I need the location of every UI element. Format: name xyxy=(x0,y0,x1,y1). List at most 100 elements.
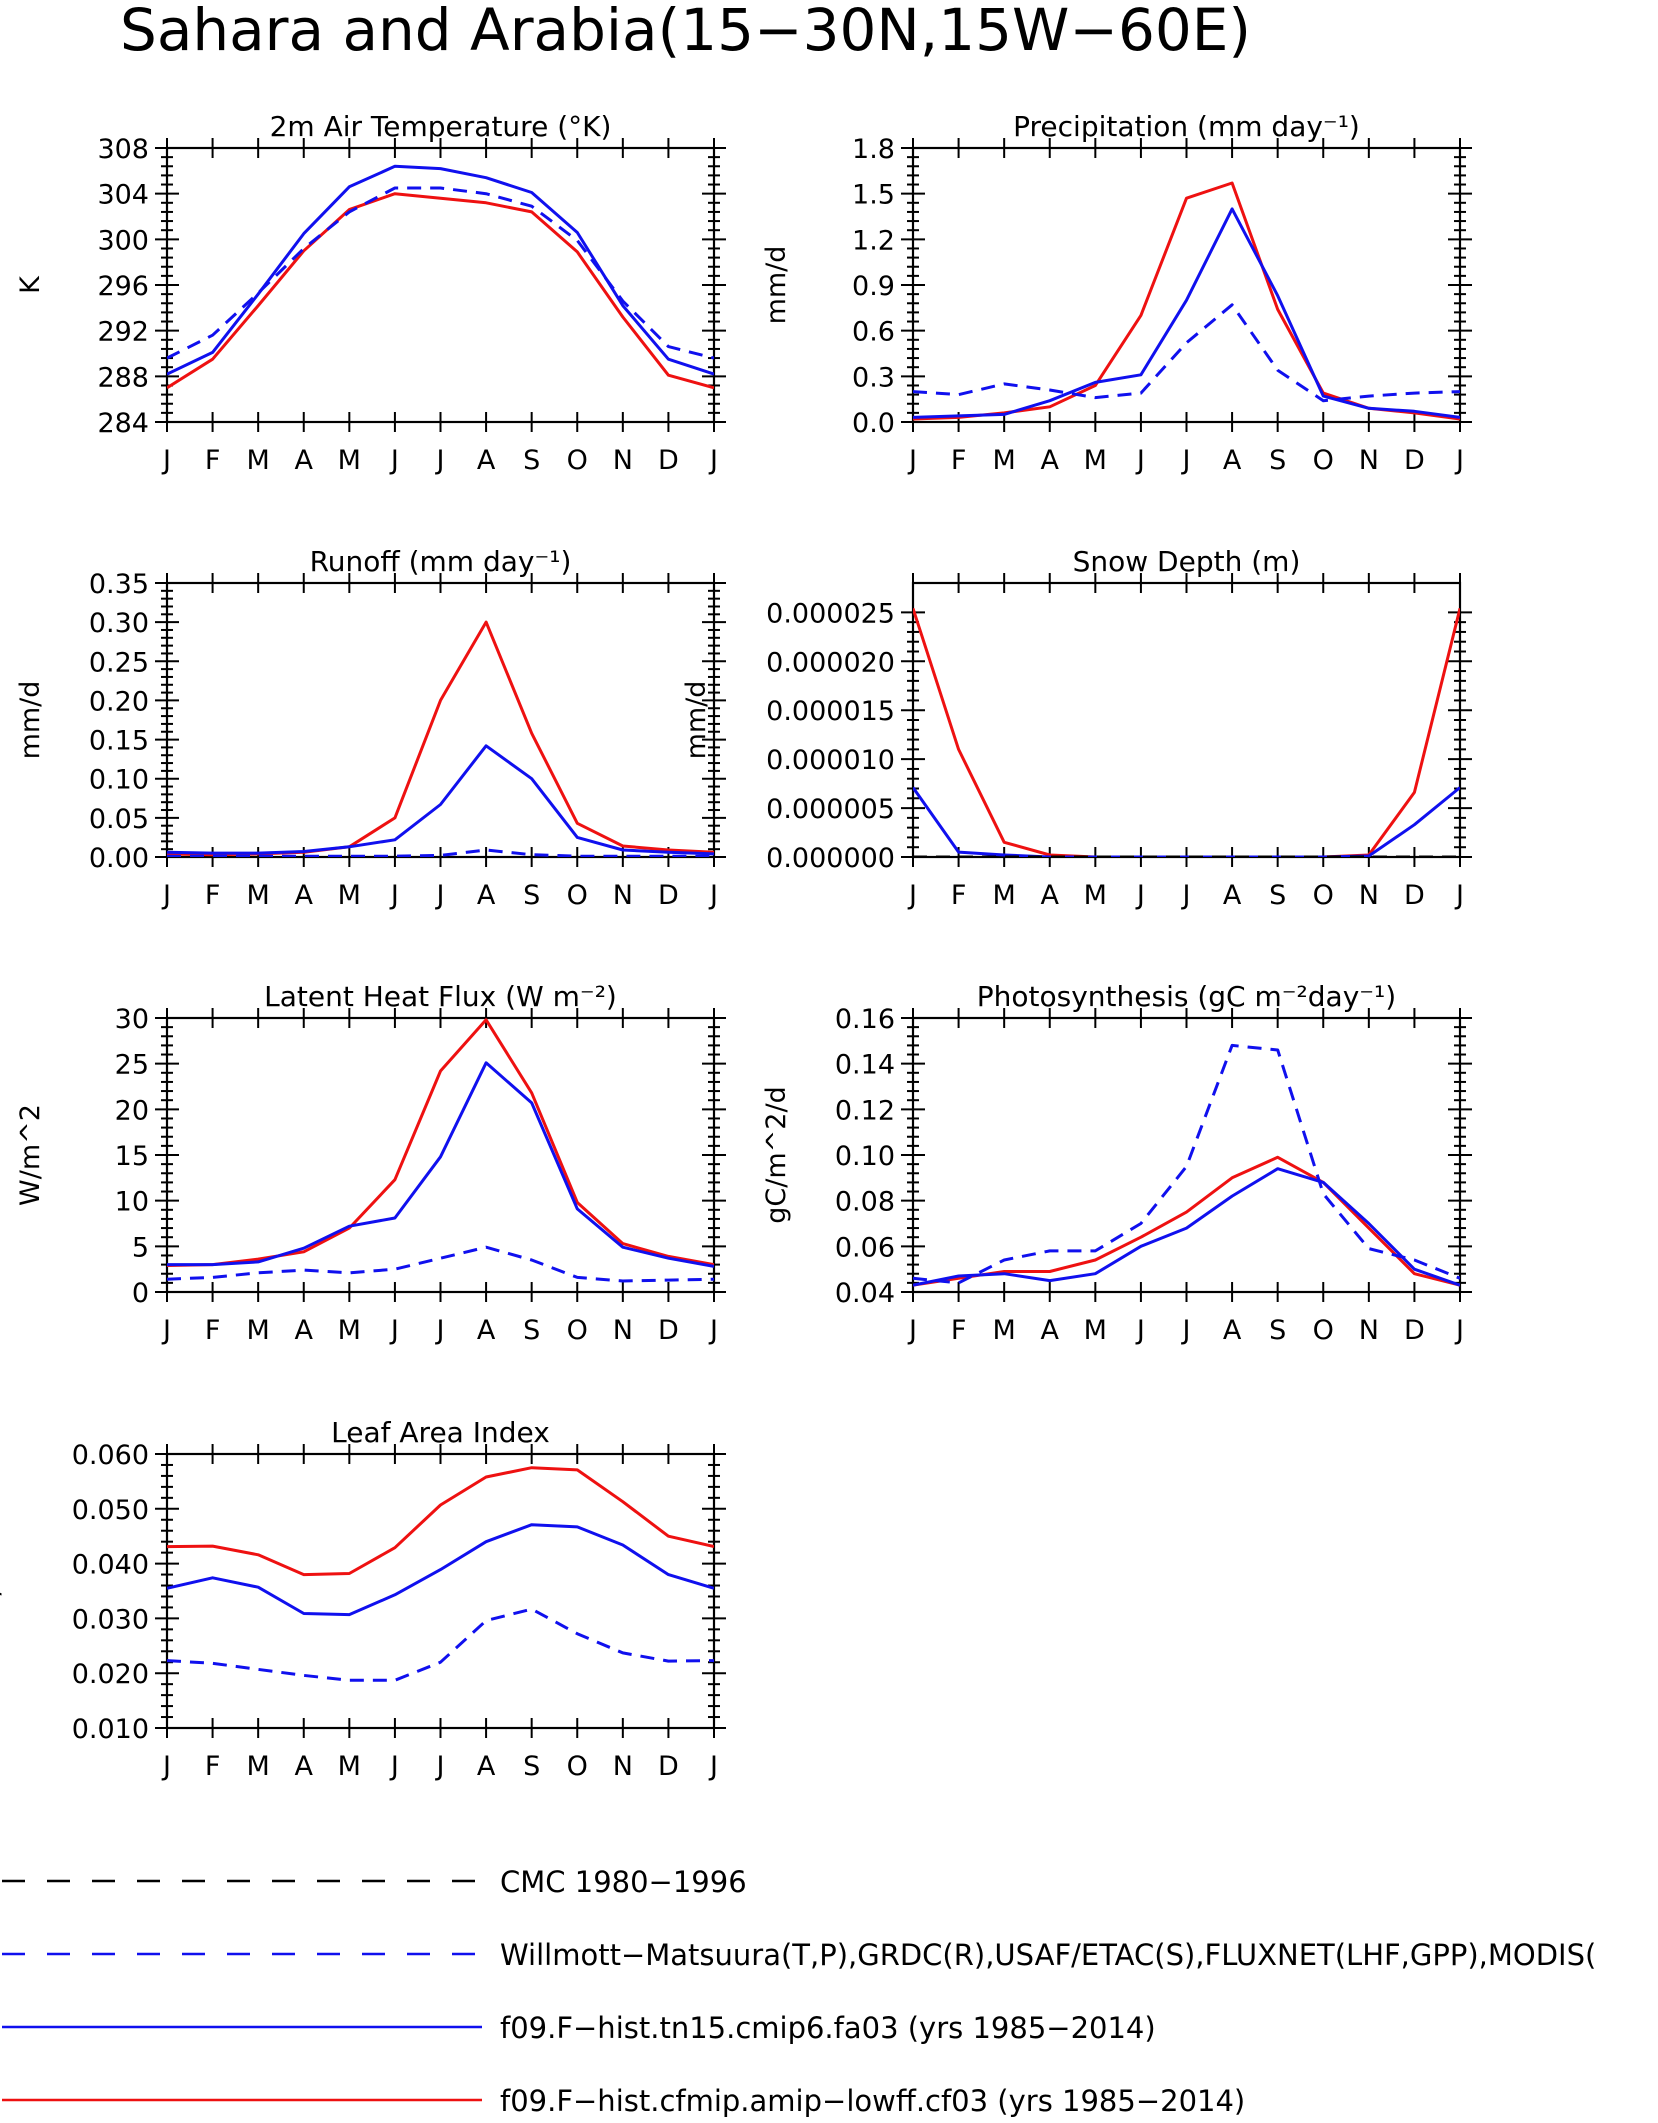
y-tick-label: 30 xyxy=(115,1004,149,1035)
y-tick-label: 0.20 xyxy=(89,686,149,717)
x-tick-label: F xyxy=(951,880,967,911)
figure-title: Sahara and Arabia(15−30N,15W−60E) xyxy=(120,0,1251,64)
x-tick-label: A xyxy=(477,880,496,911)
y-tick-label: 0.06 xyxy=(835,1232,895,1263)
y-tick-label: 0.050 xyxy=(72,1495,149,1526)
series-line xyxy=(167,620,714,857)
x-tick-label: J xyxy=(161,1315,171,1346)
y-tick-label: 0.0 xyxy=(852,408,895,439)
x-tick-label: F xyxy=(205,1751,221,1782)
x-tick-label: J xyxy=(1135,880,1145,911)
plot-frame xyxy=(165,1452,716,1730)
y-tick-label: 0.040 xyxy=(72,1550,149,1581)
x-tick-label: M xyxy=(247,880,270,911)
x-tick-label: F xyxy=(205,880,221,911)
x-tick-label: J xyxy=(1135,445,1145,476)
legend-label: f09.F−hist.tn15.cmip6.fa03 (yrs 1985−201… xyxy=(500,2011,1156,2045)
y-tick-label: 0.010 xyxy=(72,1714,149,1745)
y-tick-label: 0.30 xyxy=(89,608,149,639)
x-tick-label: A xyxy=(1223,1315,1242,1346)
y-tick-label: 0.000000 xyxy=(766,843,895,874)
x-tick-label: J xyxy=(1454,1315,1464,1346)
chart-panel: 2m Air Temperature (°K)J F M A M J J A S O N D J2842… xyxy=(15,110,726,476)
y-tick-label: 0.030 xyxy=(72,1604,149,1635)
x-tick-label: O xyxy=(1313,880,1334,911)
x-tick-label: N xyxy=(613,1751,633,1782)
x-tick-label: M xyxy=(1084,1315,1107,1346)
chart-panel: Latent Heat Flux (W m⁻²)J F M A M J J A S O N D J051… xyxy=(15,980,726,1346)
x-tick-label: J xyxy=(1181,445,1191,476)
panel-title: Snow Depth (m) xyxy=(1073,545,1301,578)
chart-panel: Snow Depth (m)J F M A M J J A S O N D J0.0000000.000… xyxy=(681,545,1472,911)
x-tick-label: J xyxy=(708,1751,718,1782)
y-tick-label: 0.000010 xyxy=(766,745,895,776)
series-line xyxy=(913,207,1460,419)
x-tick-label: N xyxy=(613,1315,633,1346)
y-tick-label: 292 xyxy=(97,317,149,348)
y-axis-label: mm/d xyxy=(15,681,46,760)
x-tick-label: M xyxy=(993,880,1016,911)
legend-label: Willmott−Matsuura(T,P),GRDC(R),USAF/ETAC… xyxy=(500,1938,1596,1972)
x-tick-label: M xyxy=(338,1751,361,1782)
chart-panel: Runoff (mm day⁻¹)J F M A M J J A S O N D J0.000.050.… xyxy=(15,545,726,911)
x-tick-label: F xyxy=(951,1315,967,1346)
y-tick-label: 308 xyxy=(97,134,149,165)
x-tick-label: A xyxy=(295,1751,314,1782)
x-tick-label: D xyxy=(1404,1315,1425,1346)
x-tick-label: J xyxy=(389,1315,399,1346)
x-tick-label: A xyxy=(477,445,496,476)
y-tick-label: 1.5 xyxy=(852,180,895,211)
x-tick-label: D xyxy=(1404,880,1425,911)
x-tick-label: A xyxy=(477,1315,496,1346)
plot-frame xyxy=(911,146,1462,424)
x-tick-label: S xyxy=(523,445,540,476)
y-tick-label: 0.15 xyxy=(89,726,149,757)
x-tick-label: J xyxy=(161,445,171,476)
x-tick-label: M xyxy=(993,445,1016,476)
y-tick-label: 0.05 xyxy=(89,804,149,835)
x-tick-label: M xyxy=(993,1315,1016,1346)
x-tick-label: F xyxy=(205,445,221,476)
y-tick-label: 296 xyxy=(97,271,149,302)
series-line xyxy=(167,744,714,856)
x-tick-label: J xyxy=(389,880,399,911)
x-tick-label: J xyxy=(161,880,171,911)
x-tick-label: M xyxy=(338,445,361,476)
x-tick-label: S xyxy=(1269,445,1286,476)
x-tick-label: O xyxy=(567,445,588,476)
legend-entry: f09.F−hist.cfmip.amip−lowff.cf03 (yrs 19… xyxy=(2,2084,1245,2118)
chart-panels: 2m Air Temperature (°K)J F M A M J J A S O N D J2842… xyxy=(0,110,1472,1782)
x-tick-label: A xyxy=(1041,445,1060,476)
x-tick-label: M xyxy=(1084,880,1107,911)
x-tick-label: M xyxy=(247,1315,270,1346)
legend-entry: CMC 1980−1996 xyxy=(2,1865,747,1899)
legend-label: f09.F−hist.cfmip.amip−lowff.cf03 (yrs 19… xyxy=(500,2084,1245,2118)
x-tick-label: J xyxy=(907,880,917,911)
x-tick-label: J xyxy=(708,880,718,911)
series-line xyxy=(167,1018,714,1267)
y-tick-label: 15 xyxy=(115,1141,149,1172)
x-tick-label: A xyxy=(1223,445,1242,476)
y-tick-label: 0.3 xyxy=(852,362,895,393)
series-line xyxy=(167,1466,714,1577)
y-tick-label: 0.6 xyxy=(852,317,895,348)
x-tick-label: J xyxy=(435,445,445,476)
y-axis-label: mm/d xyxy=(681,681,712,760)
y-tick-label: 1.8 xyxy=(852,134,895,165)
legend: CMC 1980−1996 Willmott−Matsuura(T,P),GRDC… xyxy=(2,1865,1596,2118)
x-tick-label: A xyxy=(1041,1315,1060,1346)
x-tick-label: O xyxy=(567,880,588,911)
series-line xyxy=(167,1523,714,1617)
y-tick-label: 304 xyxy=(97,180,149,211)
y-tick-label: 288 xyxy=(97,362,149,393)
x-tick-label: M xyxy=(338,880,361,911)
y-tick-label: 0 xyxy=(132,1278,149,1309)
y-tick-label: 5 xyxy=(132,1232,149,1263)
legend-entry: Willmott−Matsuura(T,P),GRDC(R),USAF/ETAC… xyxy=(2,1938,1596,1972)
series-line xyxy=(167,1607,714,1682)
y-tick-label: 20 xyxy=(115,1095,149,1126)
x-tick-label: N xyxy=(613,880,633,911)
series-line xyxy=(167,192,714,390)
y-tick-label: 0.12 xyxy=(835,1095,895,1126)
